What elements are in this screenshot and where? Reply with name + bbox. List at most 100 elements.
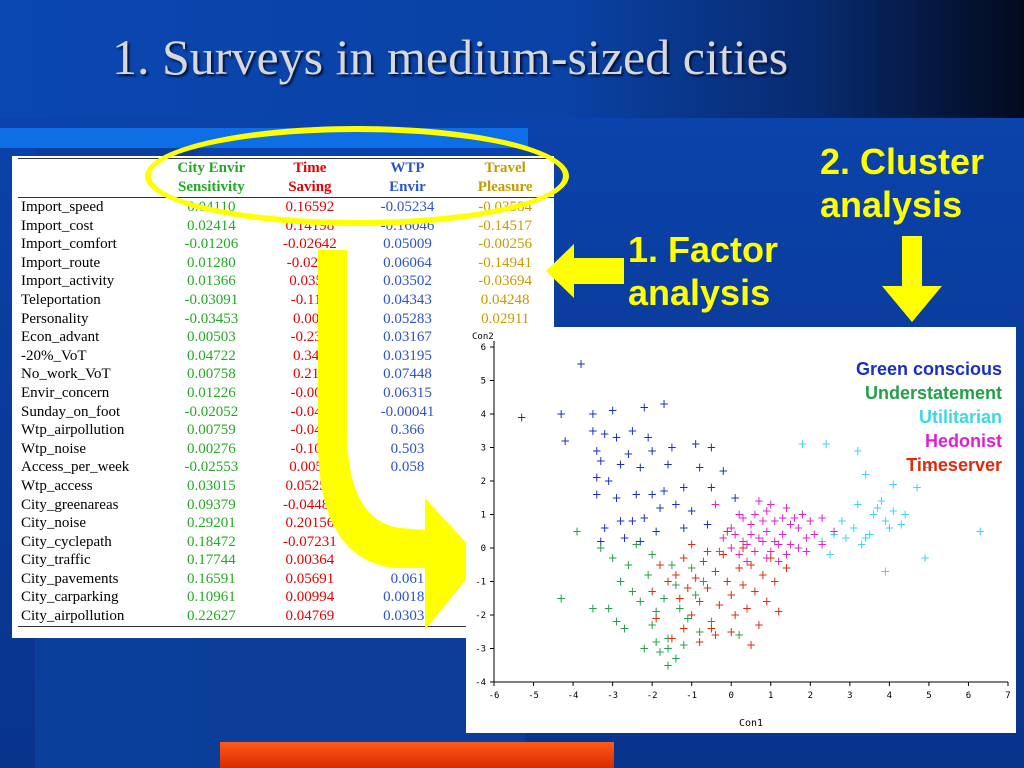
data-point: +	[805, 514, 815, 528]
data-point: +	[734, 548, 744, 562]
data-point: +	[778, 511, 788, 525]
table-cell: -0.14517	[478, 217, 533, 234]
y-tick-label: 3	[481, 444, 486, 454]
row-label: Wtp_access	[21, 477, 93, 494]
data-point: +	[742, 554, 752, 568]
x-tick-label: 5	[926, 691, 931, 701]
data-point: +	[604, 601, 614, 615]
table-cell: 0.00276	[187, 440, 236, 457]
data-point: +	[718, 531, 728, 545]
row-label: Import_route	[21, 254, 101, 271]
row-label: City_carparking	[21, 589, 119, 606]
x-tick-label: 6	[966, 691, 971, 701]
data-point: +	[663, 457, 673, 471]
data-point: +	[766, 551, 776, 565]
table-cell: 0.503	[390, 440, 425, 457]
legend-entry: Green conscious	[855, 359, 1002, 379]
table-cell: 0.03015	[187, 477, 236, 494]
data-point: +	[699, 554, 709, 568]
table-cell: 0.05283	[383, 310, 432, 327]
data-point: +	[655, 645, 665, 659]
table-row: City_noise 0.29201 0.20156	[18, 514, 554, 533]
factor-analysis-label: 1. Factor analysis	[628, 229, 779, 313]
data-point: +	[900, 508, 910, 522]
table-cell: 0.00503	[187, 329, 236, 346]
data-point: +	[679, 551, 689, 565]
data-point: +	[714, 544, 724, 558]
data-point: +	[639, 642, 649, 656]
data-point: +	[750, 544, 760, 558]
row-label: City_pavements	[21, 570, 119, 587]
data-point: +	[663, 642, 673, 656]
data-point: +	[888, 504, 898, 518]
table-cell: -0.07231	[282, 533, 337, 550]
data-point: +	[608, 551, 618, 565]
data-point: +	[592, 444, 602, 458]
data-point: +	[695, 625, 705, 639]
data-point: +	[750, 585, 760, 599]
data-point: +	[710, 497, 720, 511]
row-label: Wtp_noise	[21, 440, 86, 457]
data-point: +	[615, 575, 625, 589]
data-point: +	[730, 608, 740, 622]
table-row: Teleportation -0.03091 -0.119 0.04343 0.0424…	[18, 291, 554, 310]
data-point: +	[667, 558, 677, 572]
data-point: +	[663, 658, 673, 672]
data-point: +	[920, 551, 930, 565]
data-point: +	[718, 548, 728, 562]
x-tick-label: 7	[1005, 691, 1010, 701]
data-point: +	[782, 548, 792, 562]
data-point: +	[714, 598, 724, 612]
data-point: +	[667, 441, 677, 455]
data-point: +	[801, 531, 811, 545]
data-point: +	[706, 621, 716, 635]
data-point: +	[888, 477, 898, 491]
row-label: No_work_VoT	[21, 366, 111, 383]
row-label: Sunday_on_foot	[21, 403, 121, 420]
data-point: +	[770, 534, 780, 548]
data-point: +	[647, 585, 657, 599]
data-point: +	[829, 524, 839, 538]
table-cell: 0.05009	[383, 236, 432, 253]
data-point: +	[786, 538, 796, 552]
x-tick-label: -6	[489, 691, 500, 701]
data-point: +	[726, 521, 736, 535]
x-tick-label: 4	[887, 691, 892, 701]
table-cell: 0.29201	[187, 515, 236, 532]
table-cell: 0.04769	[285, 608, 335, 625]
legend-entry: Timeserver	[906, 455, 1002, 475]
data-point: +	[671, 652, 681, 666]
table-cell: 0.00994	[285, 589, 335, 606]
data-point: +	[671, 578, 681, 592]
table-cell: 0.061	[390, 570, 425, 587]
data-point: +	[600, 427, 610, 441]
data-point: +	[706, 441, 716, 455]
data-point: +	[556, 407, 566, 421]
data-point: +	[789, 511, 799, 525]
data-point: +	[861, 531, 871, 545]
table-cell: 0.04722	[187, 347, 236, 364]
data-point: +	[880, 514, 890, 528]
data-point: +	[588, 407, 598, 421]
data-point: +	[742, 601, 752, 615]
x-tick-label: 2	[808, 691, 813, 701]
data-point: +	[734, 508, 744, 522]
table-cell: 0.22627	[187, 608, 236, 625]
table-cell: 0.07448	[383, 366, 432, 383]
table-cell: -0.14941	[478, 254, 533, 271]
table-cell: 0.16591	[187, 570, 236, 587]
data-point: +	[588, 601, 598, 615]
highlight-ellipse	[145, 126, 569, 226]
data-point: +	[691, 437, 701, 451]
data-point: +	[734, 628, 744, 642]
data-point: +	[647, 548, 657, 562]
data-point: +	[592, 471, 602, 485]
x-tick-label: -1	[686, 691, 697, 701]
data-point: +	[588, 424, 598, 438]
table-cell: 0.00185	[383, 589, 432, 606]
x-tick-label: 3	[847, 691, 852, 701]
data-point: +	[853, 497, 863, 511]
table-row: City_airpollution 0.22627 0.04769 0.03036	[18, 607, 554, 627]
data-point: +	[793, 521, 803, 535]
